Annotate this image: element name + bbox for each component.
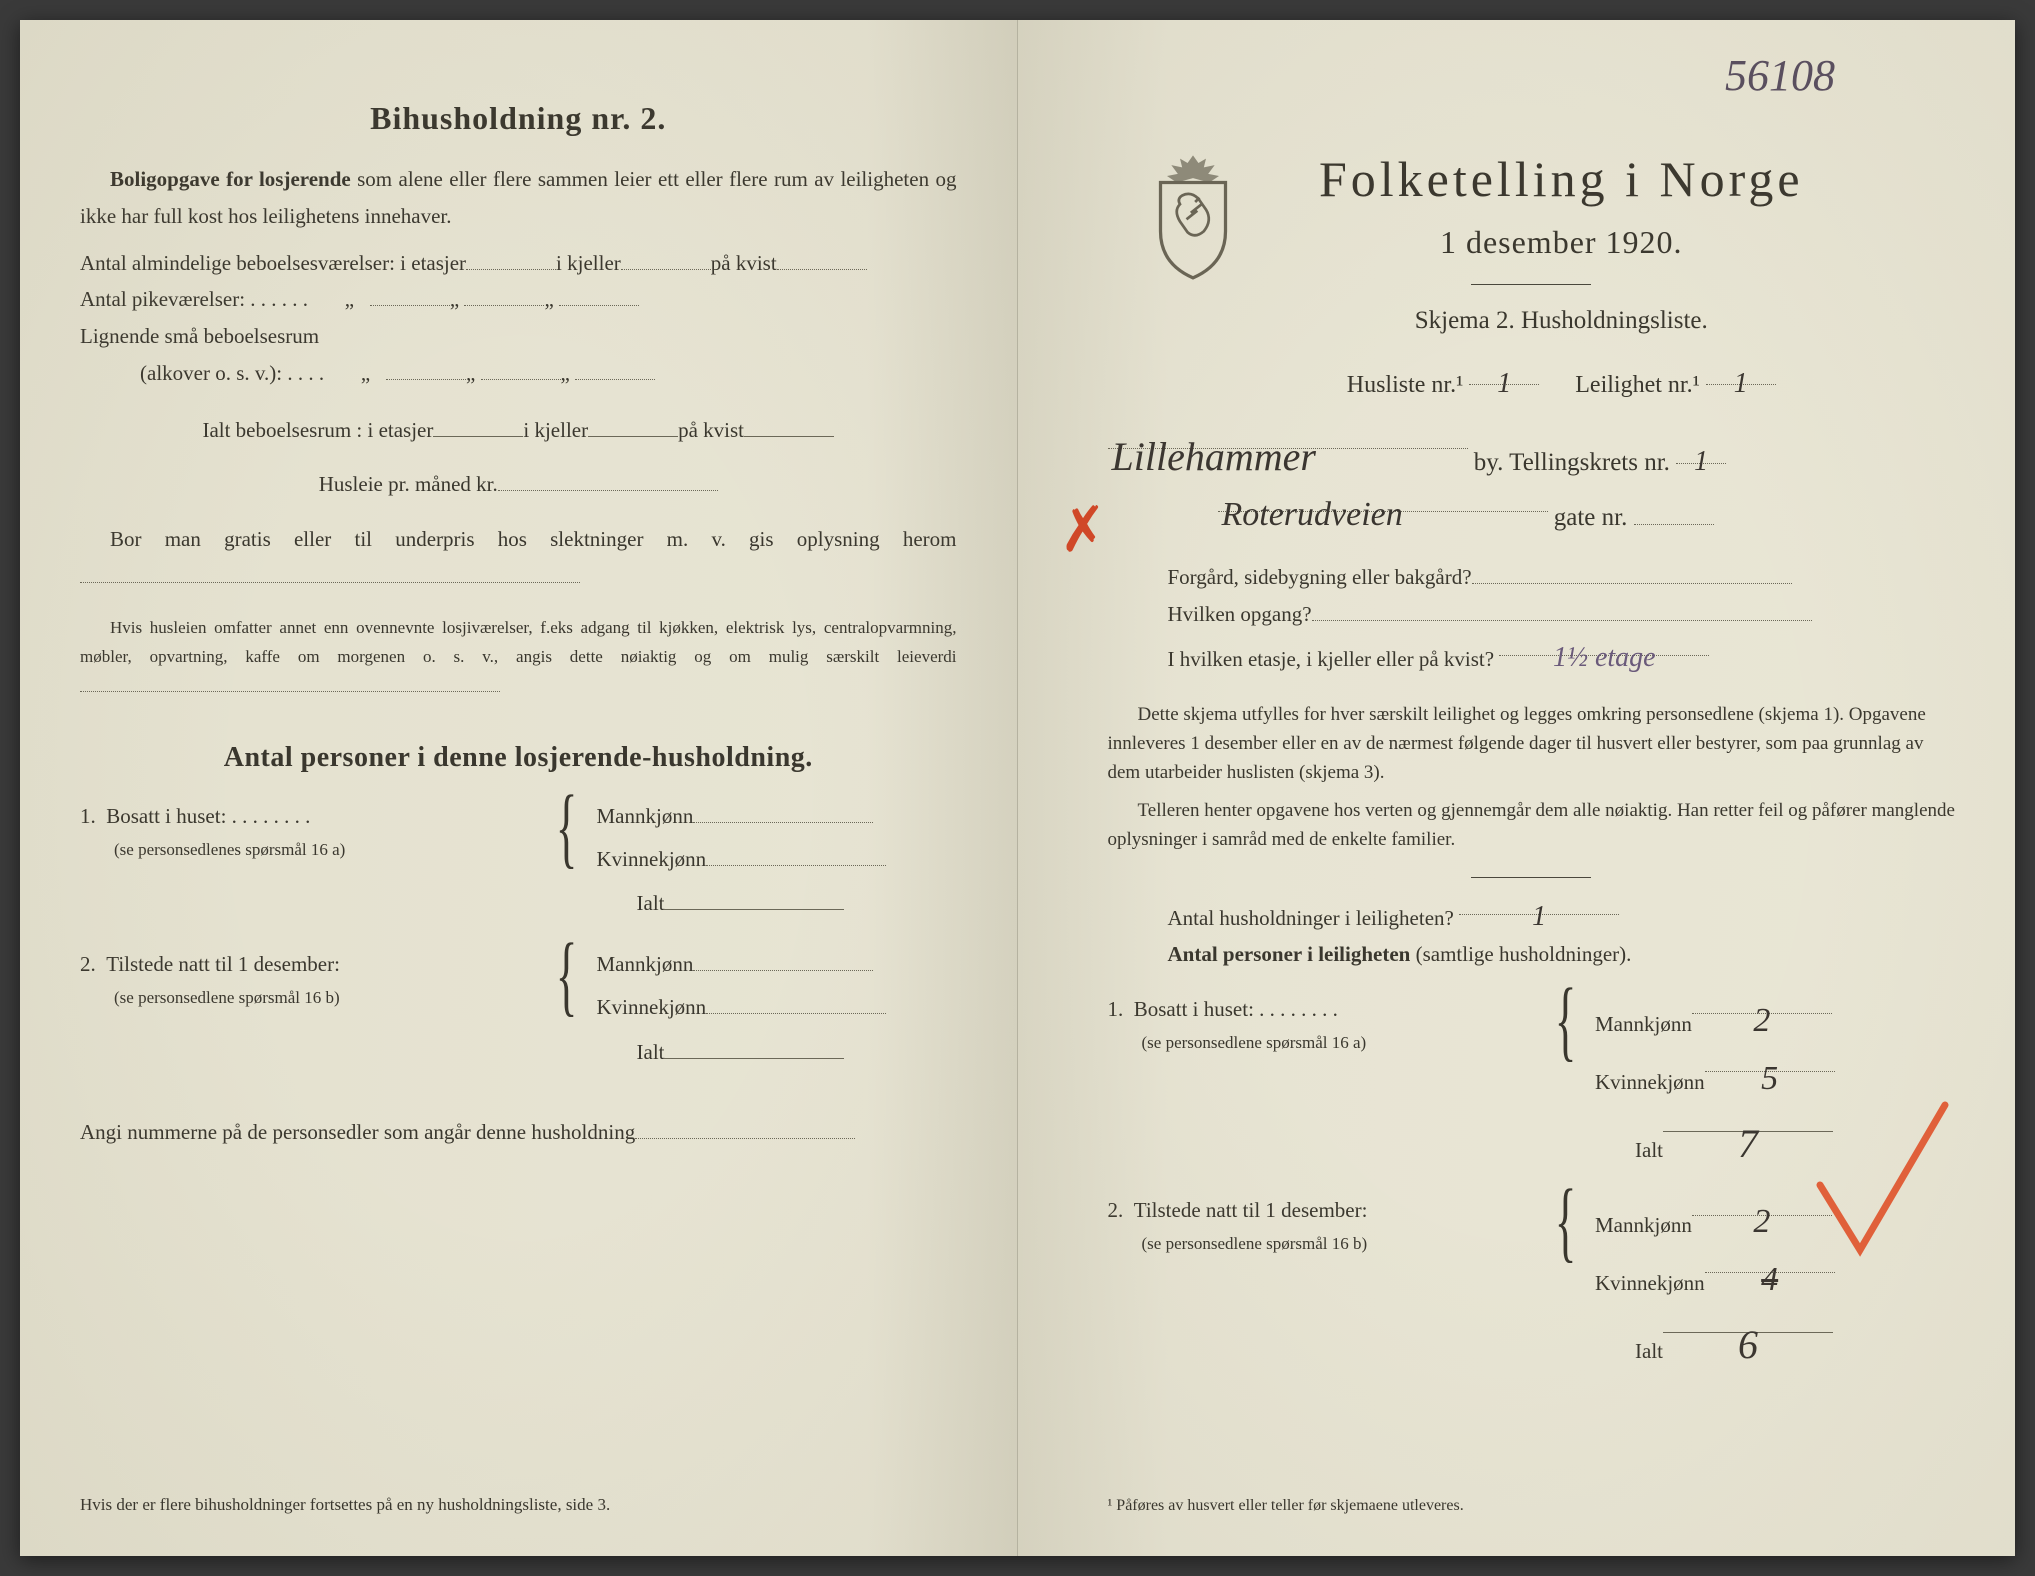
alkover-line: (alkover o. s. v.): . . . . „ „ „ — [140, 355, 957, 392]
red-x-mark: ✗ — [1055, 493, 1111, 567]
gate-line: Roterudveien gate nr. — [1218, 485, 1956, 540]
mid-divider — [1471, 877, 1591, 878]
handwritten-id: 56108 — [1725, 50, 1835, 101]
husleie-line: Husleie pr. måned kr. — [80, 466, 957, 503]
forgard-line: Forgård, sidebygning eller bakgård? — [1168, 559, 1956, 596]
by-line: Lillehammer by. Tellingskrets nr. 1 — [1108, 422, 1956, 485]
title-divider — [1471, 284, 1591, 285]
sub-heading: Antal personer i denne losjerende-hushol… — [80, 742, 957, 774]
gratis-para: Bor man gratis eller til underpris hos s… — [80, 521, 957, 595]
angi-line: Angi nummerne på de personsedler som ang… — [80, 1114, 957, 1151]
husliste-line: Husliste nr.¹ 1 Leilighet nr.¹ 1 — [1168, 359, 1956, 406]
note-para: Hvis husleien omfatter annet enn ovennev… — [80, 613, 957, 702]
right-page: 56108 Folketelling i Norge 1 desember 19… — [1018, 20, 2016, 1556]
left-footnote: Hvis der er flere bihusholdninger fortse… — [80, 1490, 957, 1520]
etasje-line: I hvilken etasje, i kjeller eller på kvi… — [1168, 633, 1956, 678]
left-page: Bihusholdning nr. 2. Boligopgave for los… — [20, 20, 1018, 1556]
title-date: 1 desember 1920. — [1168, 214, 1956, 270]
ialt-rooms: Ialt beboelsesrum : i etasjeri kjellerpå… — [80, 412, 957, 449]
left-heading: Bihusholdning nr. 2. — [80, 100, 957, 137]
left-q1: 1. Bosatt i huset: . . . . . . . . (se p… — [80, 798, 957, 928]
coat-of-arms-icon — [1138, 150, 1248, 280]
rooms-line: Antal almindelige beboelsesværelser: i e… — [80, 245, 957, 282]
like-line: Lignende små beboelsesrum — [80, 318, 957, 355]
main-title: Folketelling i Norge — [1168, 150, 1956, 208]
intro-para: Boligopgave for losjerende som alene ell… — [80, 161, 957, 235]
left-q2: 2. Tilstede natt til 1 desember: (se per… — [80, 946, 957, 1076]
intro-bold: Boligopgave for losjerende — [110, 167, 351, 191]
pike-line: Antal pikeværelser: . . . . . . „ „ „ — [80, 281, 957, 318]
document-spread: Bihusholdning nr. 2. Boligopgave for los… — [20, 20, 2015, 1556]
right-q1: 1. Bosatt i huset: . . . . . . . . (se p… — [1108, 991, 1956, 1174]
skjema-line: Skjema 2. Husholdningsliste. — [1168, 299, 1956, 343]
antal-pers-line: Antal personer i leiligheten (samtlige h… — [1168, 936, 1956, 973]
opgang-line: Hvilken opgang? — [1168, 596, 1956, 633]
instructions-2: Telleren henter opgavene hos verten og g… — [1108, 796, 1956, 855]
right-q2: 2. Tilstede natt til 1 desember: (se per… — [1108, 1192, 1956, 1375]
right-footnote: ¹ Påføres av husvert eller teller før sk… — [1108, 1492, 1956, 1520]
antal-hus-line: Antal husholdninger i leiligheten? 1 — [1168, 892, 1956, 937]
instructions-1: Dette skjema utfylles for hver særskilt … — [1108, 700, 1956, 788]
